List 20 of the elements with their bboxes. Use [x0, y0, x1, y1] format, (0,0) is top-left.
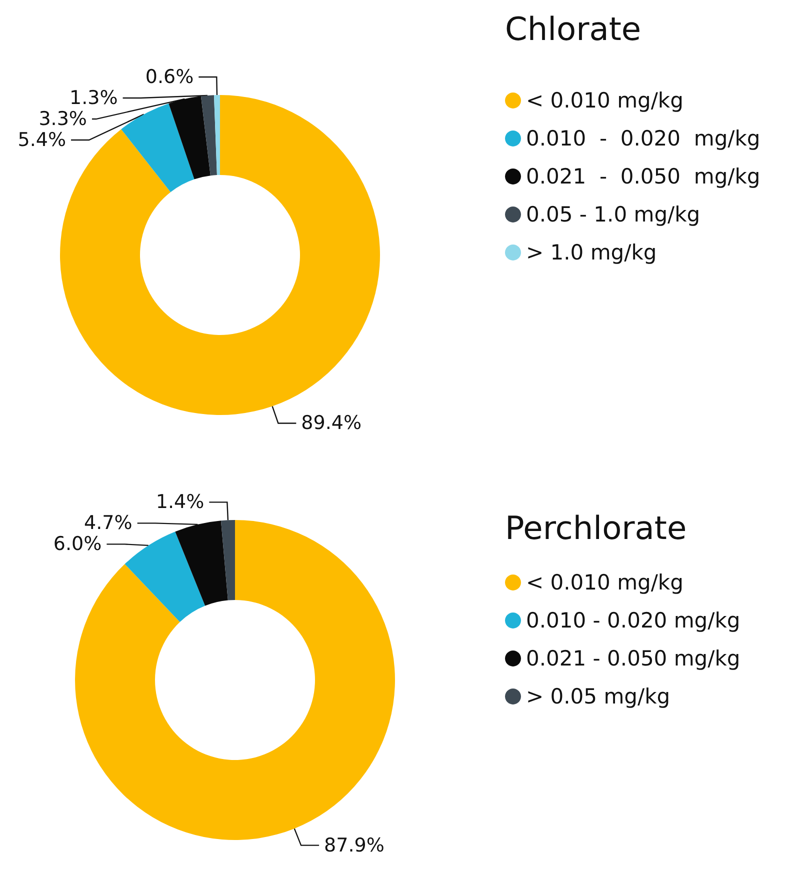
legend-label: < 0.010 mg/kg	[526, 88, 684, 112]
legend-label: < 0.010 mg/kg	[526, 570, 684, 594]
chart-title: Chlorate	[505, 10, 642, 48]
legend-label: 0.05 - 1.0 mg/kg	[526, 202, 700, 226]
data-label: 1.4%	[156, 491, 204, 514]
data-label: 1.3%	[70, 87, 118, 110]
data-label: 89.4%	[301, 412, 362, 434]
data-label: 0.6%	[145, 66, 194, 88]
legend-label: 0.010 - 0.020 mg/kg	[526, 126, 760, 150]
data-label: 3.3%	[38, 108, 87, 130]
legend-label: > 0.05 mg/kg	[526, 684, 670, 708]
data-label: 6.0%	[53, 533, 102, 556]
legend-label: > 1.0 mg/kg	[526, 240, 657, 264]
legend-label: 0.021 - 0.050 mg/kg	[526, 164, 760, 188]
data-label: 4.7%	[84, 512, 132, 534]
legend-label: 0.010 - 0.020 mg/kg	[526, 608, 740, 632]
text: Perchlorate	[505, 509, 687, 547]
data-label: 5.4%	[18, 129, 66, 152]
data-label: 87.9%	[324, 834, 384, 856]
legend-label: 0.021 - 0.050 mg/kg	[526, 646, 740, 670]
